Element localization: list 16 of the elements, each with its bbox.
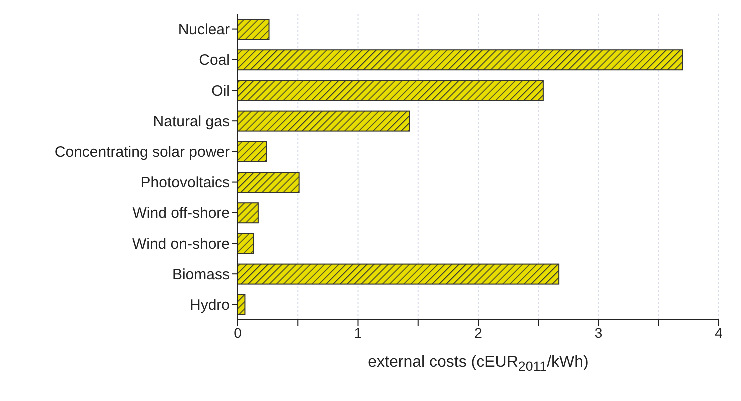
x-tick-label: 3 [594, 324, 603, 341]
x-tick-label: 0 [234, 324, 242, 341]
y-tick-label: Nuclear [178, 22, 230, 39]
x-tick-label: 4 [715, 324, 724, 341]
y-tick-label: Concentrating solar power [54, 144, 230, 162]
y-tick-label: Photovoltaics [140, 174, 230, 192]
y-tick-label: Wind off-shore [132, 205, 230, 222]
x-tick-label: 2 [474, 324, 483, 341]
x-tick-label: 1 [354, 324, 362, 341]
y-tick-label: Natural gas [153, 113, 230, 130]
y-tick-label: Biomass [172, 266, 230, 284]
y-tick-label: Wind on-shore [132, 236, 230, 253]
y-tick-label: Coal [199, 52, 230, 70]
x-axis-title: external costs (cEUR$_{2011}$/kWh) [367, 354, 590, 374]
y-tick-label: Oil [212, 82, 230, 100]
y-tick-label: Hydro [190, 297, 230, 314]
